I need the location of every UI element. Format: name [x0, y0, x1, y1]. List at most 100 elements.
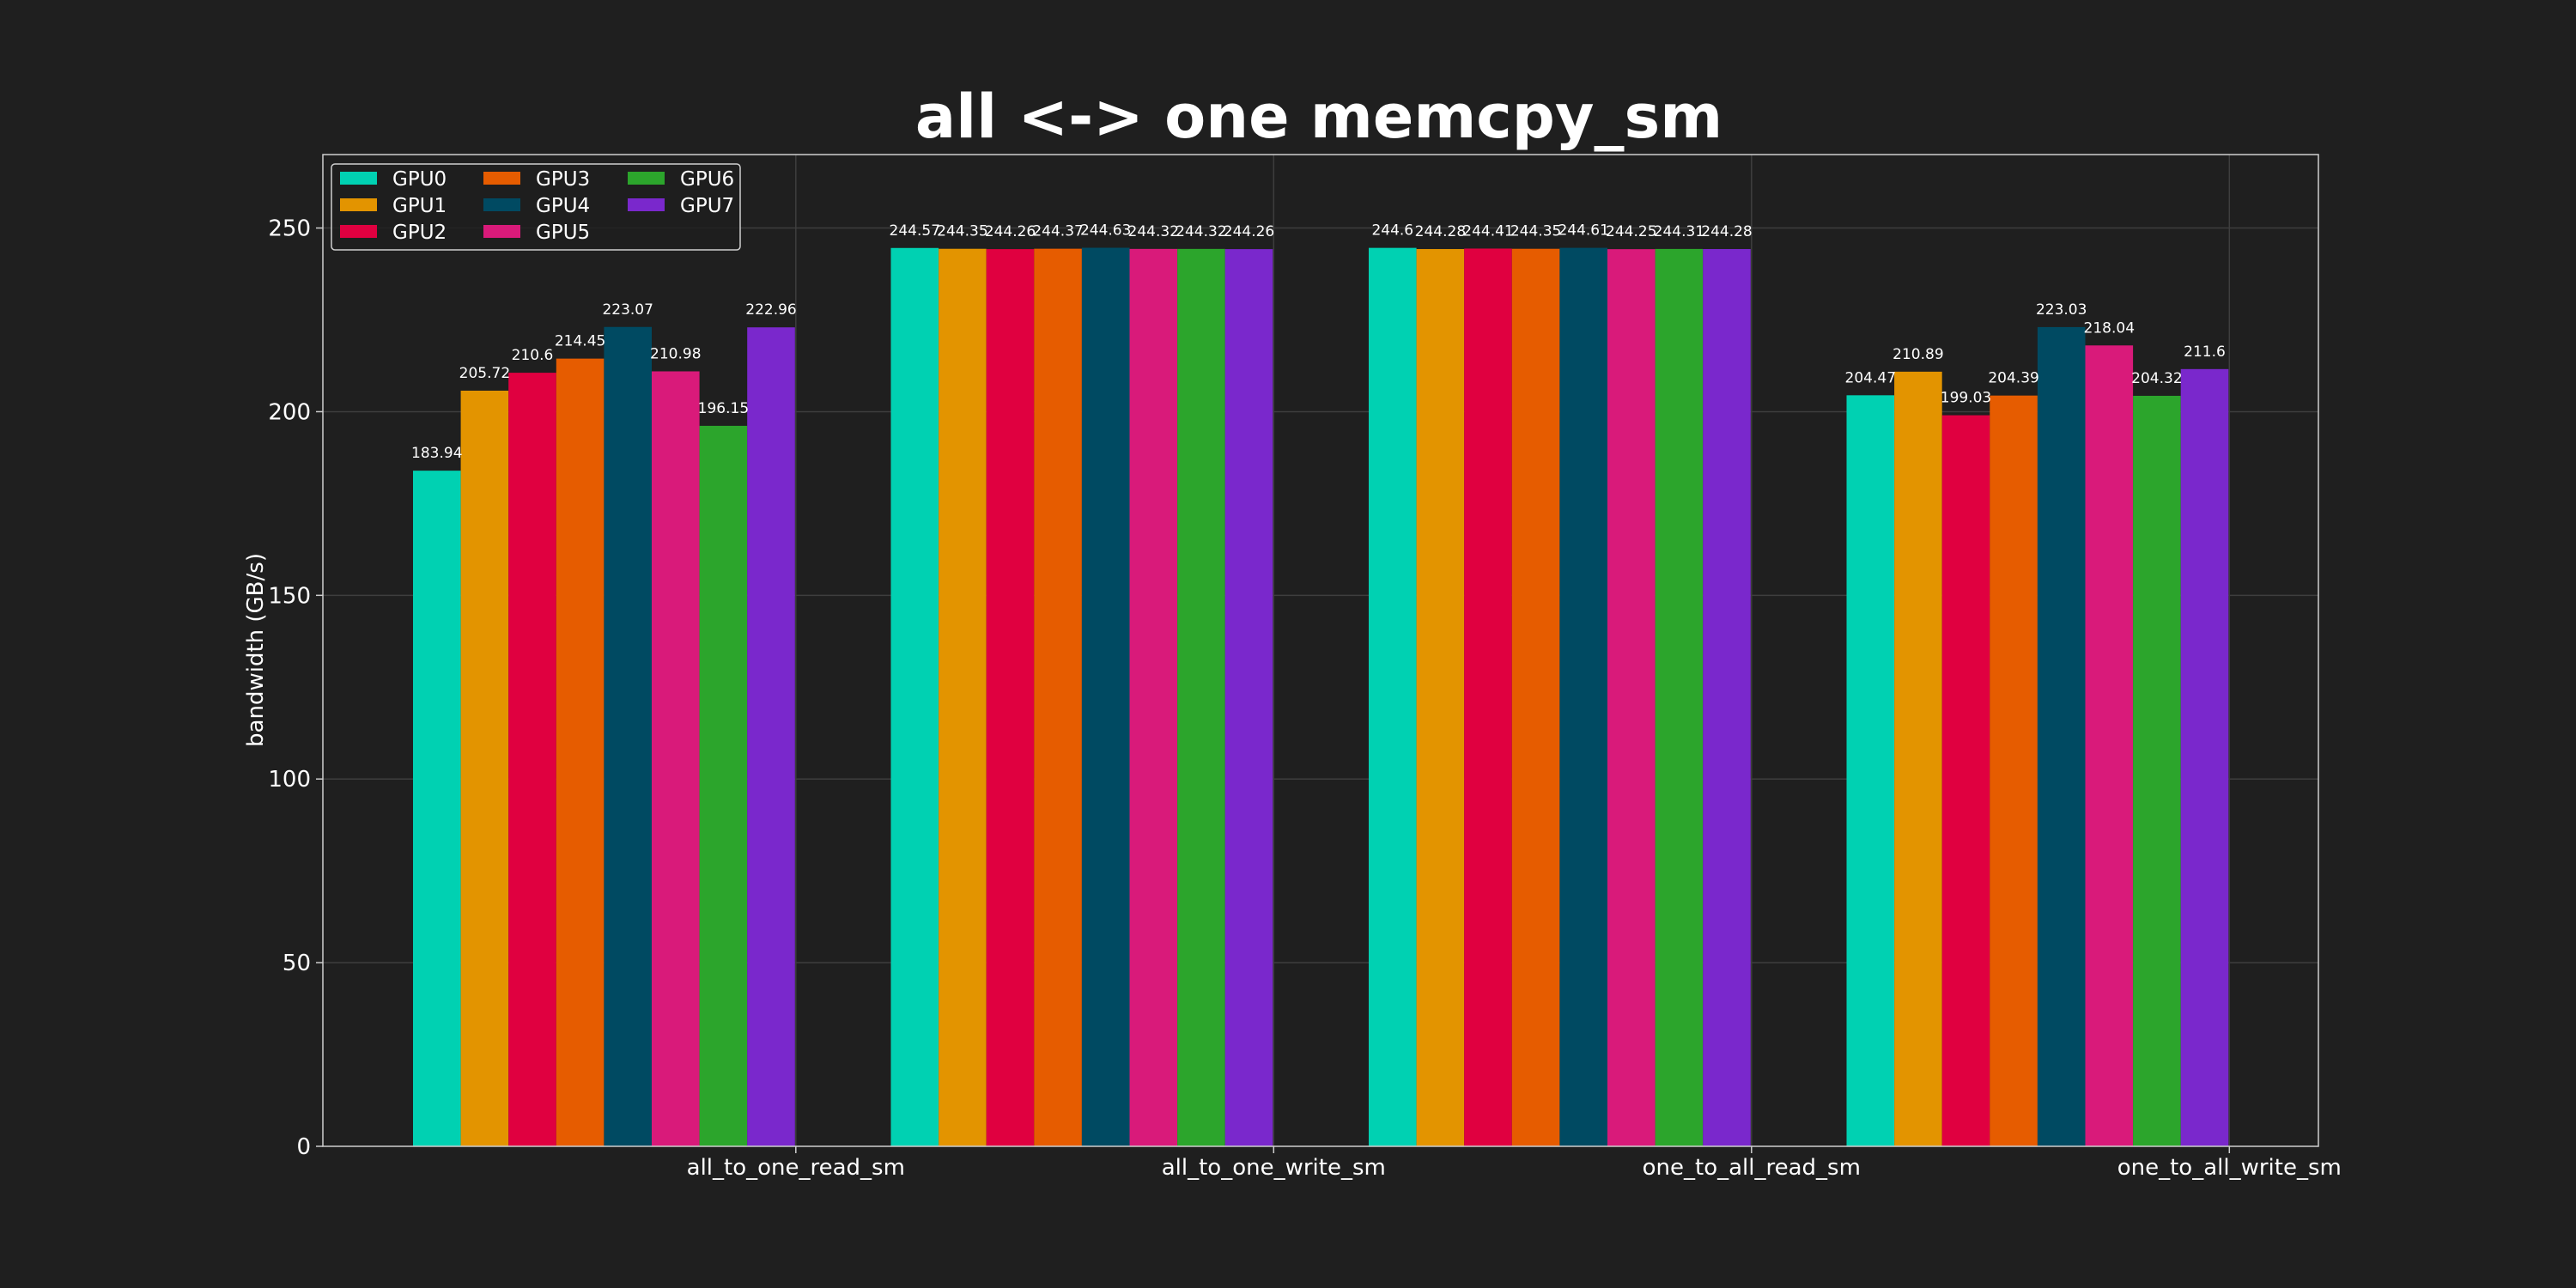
bar-gpu1-one_to_all_read_sm	[1416, 249, 1465, 1147]
legend-swatch-gpu2	[340, 225, 377, 238]
data-label: 244.61	[1558, 222, 1608, 240]
legend-swatch-gpu1	[340, 198, 377, 211]
bar-gpu6-one_to_all_read_sm	[1655, 248, 1704, 1146]
data-label: 244.26	[1224, 223, 1274, 240]
y-tick-label: 150	[268, 583, 311, 609]
bar-gpu1-one_to_all_write_sm	[1894, 371, 1942, 1146]
data-label: 183.94	[411, 445, 462, 462]
y-tick-label: 200	[268, 399, 311, 425]
data-label: 244.35	[1510, 223, 1561, 240]
data-label: 244.41	[1462, 222, 1513, 240]
legend-swatch-gpu3	[483, 172, 520, 185]
bar-gpu6-one_to_all_write_sm	[2133, 395, 2181, 1146]
data-label: 204.39	[1988, 370, 2038, 387]
legend-swatch-gpu5	[483, 225, 520, 238]
bar-gpu5-all_to_one_read_sm	[652, 371, 700, 1146]
bar-gpu3-all_to_one_write_sm	[1034, 248, 1082, 1147]
y-axis-label: bandwidth (GB/s)	[243, 553, 269, 747]
bar-gpu5-one_to_all_write_sm	[2085, 345, 2134, 1147]
data-label: 244.63	[1080, 222, 1131, 240]
data-label: 204.32	[2131, 370, 2182, 387]
data-label: 244.28	[1415, 223, 1466, 240]
data-label: 244.26	[985, 223, 1036, 240]
bar-gpu3-one_to_all_read_sm	[1511, 248, 1560, 1147]
legend-label-gpu5: GPU5	[536, 222, 590, 244]
data-label: 244.6	[1371, 222, 1413, 240]
bars-group	[413, 247, 2229, 1147]
data-label: 244.25	[1606, 223, 1656, 240]
data-label: 210.98	[650, 345, 701, 362]
bar-gpu7-one_to_all_write_sm	[2180, 368, 2229, 1146]
legend-label-gpu2: GPU2	[392, 222, 447, 244]
bar-gpu2-one_to_all_read_sm	[1464, 248, 1512, 1147]
bar-gpu1-all_to_one_read_sm	[460, 390, 509, 1146]
bar-gpu3-all_to_one_read_sm	[556, 358, 605, 1146]
bar-gpu7-one_to_all_read_sm	[1703, 249, 1751, 1147]
bar-gpu0-all_to_one_write_sm	[890, 247, 939, 1146]
legend-label-gpu6: GPU6	[680, 168, 734, 191]
legend-label-gpu7: GPU7	[680, 195, 734, 217]
plot-frame	[322, 154, 2319, 1147]
legend: GPU0 GPU1 GPU2 GPU3 GPU4 GPU5 GPU6 GPU7	[331, 163, 741, 251]
x-tick-label: all_to_one_read_sm	[687, 1155, 905, 1181]
legend-swatch-gpu6	[628, 172, 665, 185]
legend-box	[331, 163, 741, 251]
axis-ticks-group: 0 50 100 150 200 250 all_to_one_read_sm all_to_…	[268, 216, 2341, 1181]
data-label: 211.6	[2184, 343, 2226, 361]
data-label: 223.03	[2036, 301, 2087, 319]
data-label: 218.04	[2084, 319, 2135, 337]
legend-label-gpu0: GPU0	[392, 168, 447, 191]
legend-swatch-gpu4	[483, 198, 520, 211]
bar-gpu2-all_to_one_write_sm	[986, 249, 1035, 1146]
bar-gpu0-all_to_one_read_sm	[413, 471, 461, 1146]
x-tick-label: one_to_all_read_sm	[1643, 1155, 1861, 1181]
legend-swatch-gpu0	[340, 172, 377, 185]
data-label: 214.45	[555, 333, 605, 350]
legend-swatch-gpu7	[628, 198, 665, 211]
y-tick-label: 250	[268, 216, 311, 242]
y-tick-label: 100	[268, 767, 311, 793]
data-label: 205.72	[459, 365, 510, 382]
legend-label-gpu4: GPU4	[536, 195, 590, 217]
bar-gpu5-all_to_one_write_sm	[1129, 248, 1178, 1147]
y-tick-label: 0	[296, 1134, 311, 1160]
data-label: 244.37	[1032, 223, 1083, 240]
bar-gpu4-one_to_all_read_sm	[1559, 247, 1607, 1146]
x-tick-label: all_to_one_write_sm	[1162, 1155, 1386, 1181]
data-label: 223.07	[602, 301, 653, 319]
data-label: 244.32	[1176, 223, 1226, 240]
bar-gpu4-all_to_one_write_sm	[1081, 247, 1130, 1146]
data-label: 244.57	[890, 222, 940, 240]
bar-gpu0-one_to_all_write_sm	[1846, 395, 1895, 1147]
data-label: 196.15	[698, 400, 749, 417]
x-tick-label: one_to_all_write_sm	[2117, 1155, 2342, 1181]
chart-title: all <-> one memcpy_sm	[915, 82, 1722, 152]
bar-gpu3-one_to_all_write_sm	[1990, 395, 2038, 1146]
bar-gpu6-all_to_one_write_sm	[1177, 248, 1225, 1147]
bar-gpu4-all_to_one_read_sm	[604, 326, 652, 1146]
data-label: 210.89	[1893, 346, 1943, 363]
data-label: 222.96	[745, 301, 796, 319]
data-label: 204.47	[1845, 369, 1896, 386]
data-label: 244.35	[937, 223, 987, 240]
bar-gpu7-all_to_one_write_sm	[1224, 249, 1273, 1146]
data-label: 244.32	[1128, 223, 1179, 240]
data-label: 244.28	[1701, 223, 1752, 240]
bar-gpu4-one_to_all_write_sm	[2037, 326, 2086, 1146]
legend-label-gpu1: GPU1	[392, 195, 447, 217]
legend-label-gpu3: GPU3	[536, 168, 590, 191]
data-label: 199.03	[1941, 390, 1991, 407]
bar-gpu5-one_to_all_read_sm	[1607, 249, 1656, 1146]
bar-gpu1-all_to_one_write_sm	[939, 248, 987, 1147]
bar-gpu7-all_to_one_read_sm	[747, 327, 795, 1146]
bar-gpu2-all_to_one_read_sm	[508, 373, 556, 1147]
bar-gpu2-one_to_all_write_sm	[1941, 415, 1990, 1147]
data-label: 210.6	[512, 347, 554, 364]
bar-gpu6-all_to_one_read_sm	[699, 425, 748, 1146]
bar-gpu0-one_to_all_read_sm	[1369, 247, 1417, 1147]
y-tick-label: 50	[283, 951, 311, 976]
data-label: 244.31	[1654, 223, 1704, 240]
